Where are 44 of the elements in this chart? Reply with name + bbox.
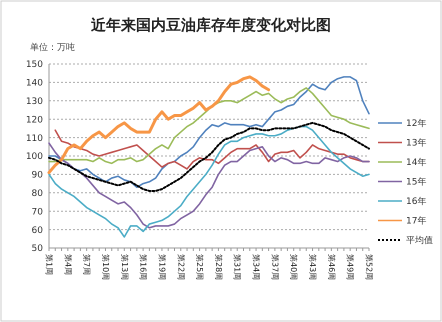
y-tick-label: 60 [32,226,44,236]
legend-label: 13年 [406,138,426,149]
legend-label: 平均值 [406,235,433,246]
line-series [48,122,370,192]
x-tick-label: 第19周 [157,254,166,280]
line-series [48,75,270,174]
legend-label: 15年 [406,176,426,188]
y-tick-label: 90 [32,170,44,181]
line-series [48,126,370,238]
x-tick-label: 第22周 [176,254,186,280]
legend-label: 17年 [406,216,426,227]
x-tick-label: 第7周 [82,254,92,276]
legend-label: 14年 [406,157,426,168]
y-tick-label: 130 [26,96,44,107]
text: 单位：万吨 [30,42,75,53]
y-tick-label: 150 [26,60,44,70]
x-tick-label: 第25周 [195,254,204,280]
y-tick-label: 100 [26,152,44,162]
x-tick-label: 第40周 [289,254,298,280]
y-tick-label: 50 [32,244,44,254]
line-series [48,76,370,188]
y-tick-label: 70 [32,207,44,218]
x-tick-label: 第52周 [364,254,374,280]
x-tick-label: 第46周 [326,254,336,280]
y-tick-label: 120 [26,115,44,126]
x-tick-label: 第13周 [120,254,129,280]
legend-label: 12年 [406,118,426,130]
x-tick-label: 第28周 [214,254,223,280]
x-tick-label: 第16周 [138,254,148,280]
x-tick-label: 第4周 [63,254,72,276]
x-tick-label: 第31周 [232,254,242,280]
x-tick-label: 第1周 [44,254,54,276]
x-tick-label: 第49周 [346,254,355,280]
legend-label: 16年 [406,196,426,208]
line-series [48,142,370,229]
x-tick-label: 第37周 [270,254,280,280]
y-tick-label: 140 [26,78,44,89]
x-tick-label: 第43周 [308,254,318,280]
line-series [48,87,370,164]
y-tick-label: 80 [32,188,44,199]
x-tick-label: 第10周 [100,254,110,280]
chart-title: 近年来国内豆油库存年度变化对比图 [90,16,331,34]
y-tick-label: 110 [26,134,44,144]
x-tick-label: 第34周 [252,254,261,280]
